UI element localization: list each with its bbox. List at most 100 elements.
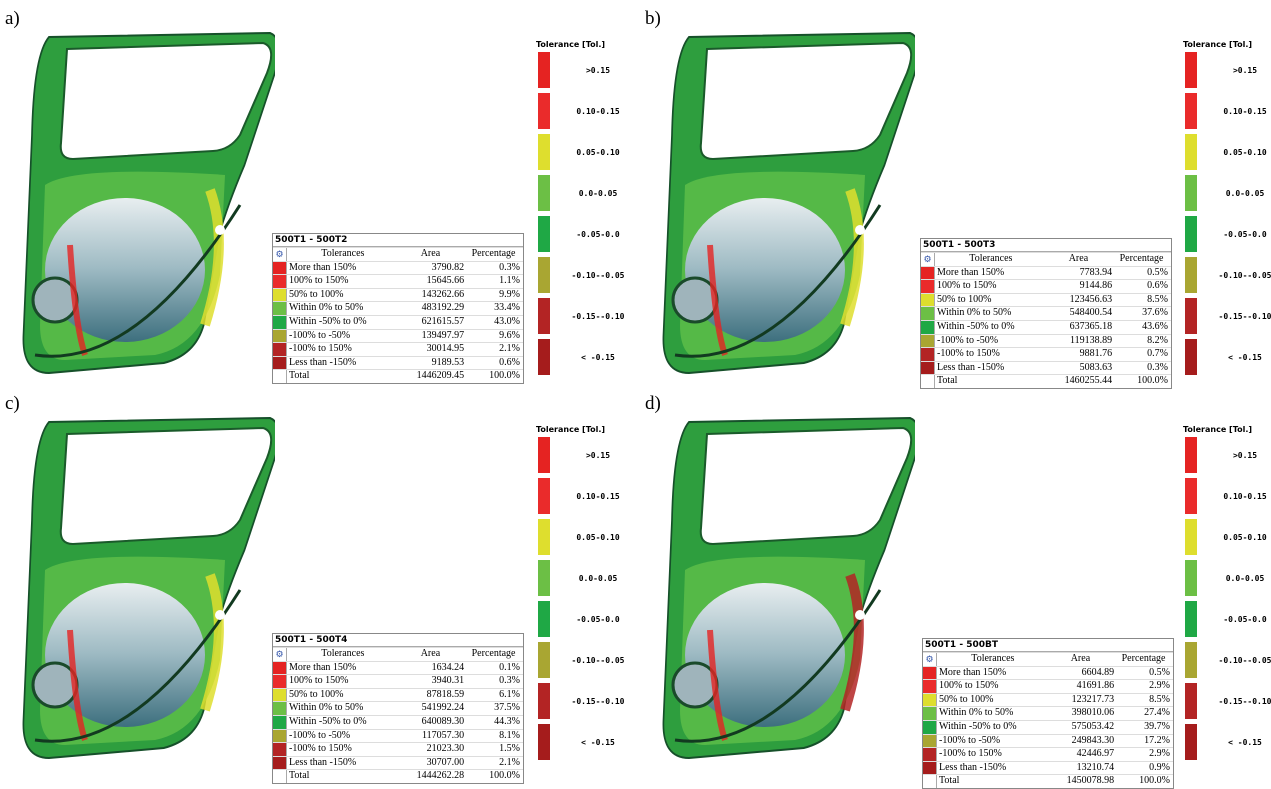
legend-label: 0.05-0.10 — [1223, 533, 1267, 542]
swatch — [923, 748, 937, 761]
table-row: 50% to 100% 87818.59 6.1% — [273, 687, 523, 702]
legend-swatch — [1185, 601, 1197, 637]
legend-label: 0.05-0.10 — [576, 148, 620, 157]
legend-title: Tolerance [Tol.] — [536, 40, 606, 49]
swatch — [273, 661, 287, 675]
legend-swatch — [1185, 683, 1197, 719]
legend-label: < -0.15 — [1228, 353, 1262, 362]
table-row: -100% to 150% 30014.95 2.1% — [273, 342, 523, 356]
header-icon: ⚙ — [273, 648, 287, 661]
table-title: 500T1 - 500T2 — [273, 234, 523, 247]
table-cell: -100% to -50% — [937, 334, 999, 346]
table-cell: More than 150% — [939, 666, 1007, 678]
legend-label: -0.05-0.0 — [1223, 615, 1267, 624]
table-cell: 1444262.28 — [416, 770, 465, 782]
legend-label: < -0.15 — [581, 738, 615, 747]
legend-label: -0.15--0.10 — [1218, 697, 1271, 706]
table-cell: Less than -150% — [937, 361, 1005, 373]
legend-label: 0.10-0.15 — [1223, 492, 1267, 501]
header-icon: ⚙ — [921, 253, 935, 266]
swatch — [923, 693, 937, 707]
table-cell: 13210.74 — [1076, 761, 1115, 773]
legend-label: -0.10--0.05 — [571, 656, 625, 665]
swatch — [923, 775, 937, 788]
header-cell: Tolerances — [321, 248, 365, 259]
legend-label: >0.15 — [1232, 451, 1258, 460]
table-cell: -100% to 150% — [937, 348, 1000, 360]
legend-swatch — [1185, 339, 1197, 375]
table-row: 100% to 150% 9144.86 0.6% — [921, 279, 1171, 293]
table-cell: 0.6% — [1147, 280, 1168, 292]
legend-label: -0.10--0.05 — [571, 271, 625, 280]
table-cell: 9189.53 — [431, 356, 465, 368]
table-row: Within -50% to 0% 637365.18 43.6% — [921, 319, 1171, 334]
swatch — [923, 666, 937, 680]
panel-label: d) — [645, 393, 661, 414]
table-cell: 37.6% — [1142, 307, 1168, 319]
table-cell: 2.1% — [499, 756, 520, 768]
legend-swatch — [538, 683, 550, 719]
legend-swatch — [1185, 642, 1197, 678]
table-cell: Within 0% to 50% — [289, 302, 364, 314]
table-cell: Within 0% to 50% — [289, 702, 364, 714]
table-cell: 8.5% — [1147, 293, 1168, 305]
table-cell: 119138.89 — [1069, 334, 1113, 346]
table-cell: Within 0% to 50% — [939, 707, 1014, 719]
swatch — [921, 361, 935, 375]
legend-label: 0.05-0.10 — [576, 533, 620, 542]
swatch — [273, 343, 287, 356]
swatch — [273, 715, 287, 729]
table-cell: Less than -150% — [289, 356, 357, 368]
table-cell: 575053.42 — [1071, 720, 1115, 732]
legend-title: Tolerance [Tol.] — [1183, 40, 1253, 49]
table-cell: -100% to -50% — [289, 729, 351, 741]
table-cell: 100.0% — [489, 770, 520, 782]
table-row: Total 1450078.98 100.0% — [923, 774, 1173, 788]
legend-label: 0.10-0.15 — [576, 107, 620, 116]
swatch — [273, 261, 287, 275]
door-image — [655, 410, 920, 770]
table-cell: 0.9% — [1149, 761, 1170, 773]
swatch — [923, 680, 937, 693]
legend-label: 0.0-0.05 — [578, 189, 618, 198]
swatch — [921, 266, 935, 280]
header-icon: ⚙ — [273, 248, 287, 261]
table-row: More than 150% 3790.82 0.3% — [273, 260, 523, 275]
table-cell: -100% to 150% — [289, 743, 352, 755]
legend-swatch — [1185, 175, 1197, 211]
legend-label: -0.05-0.0 — [576, 615, 620, 624]
table-cell: Less than -150% — [289, 756, 357, 768]
swatch — [923, 720, 937, 734]
door-render — [662, 416, 920, 760]
table-row: Within -50% to 0% 621615.57 43.0% — [273, 314, 523, 329]
table-row: -100% to 150% 21023.30 1.5% — [273, 742, 523, 756]
swatch — [921, 348, 935, 361]
legend-label: 0.05-0.10 — [1223, 148, 1267, 157]
legend-swatch — [538, 52, 550, 88]
legend-swatch — [1185, 134, 1197, 170]
panel-label: a) — [5, 8, 20, 29]
tolerance-table: 500T1 - 500T4 ⚙ Tolerances Area Percentage Mo… — [272, 633, 524, 784]
table-cell: -100% to -50% — [289, 329, 351, 341]
swatch — [273, 288, 287, 302]
legend-swatch — [1185, 560, 1197, 596]
table-cell: 1.5% — [499, 743, 520, 755]
swatch — [273, 702, 287, 715]
table-header: ⚙ Tolerances Area Percentage — [923, 652, 1173, 666]
table-cell: 41691.86 — [1076, 680, 1115, 692]
table-cell: Within -50% to 0% — [289, 715, 367, 727]
table-cell: 5083.63 — [1079, 361, 1113, 373]
table-cell: 7783.94 — [1079, 266, 1113, 278]
table-row: Less than -150% 13210.74 0.9% — [923, 760, 1173, 775]
table-cell: 548400.54 — [1069, 307, 1113, 319]
table-cell: 0.3% — [1147, 361, 1168, 373]
table-row: -100% to 150% 9881.76 0.7% — [921, 347, 1171, 361]
swatch — [921, 280, 935, 293]
door-image — [15, 410, 280, 770]
table-cell: 9.6% — [499, 329, 520, 341]
table-cell: 483192.29 — [421, 302, 465, 314]
table-cell: 0.5% — [1149, 666, 1170, 678]
table-row: Total 1444262.28 100.0% — [273, 769, 523, 783]
table-row: Within -50% to 0% 575053.42 39.7% — [923, 719, 1173, 734]
table-cell: 100.0% — [489, 370, 520, 382]
